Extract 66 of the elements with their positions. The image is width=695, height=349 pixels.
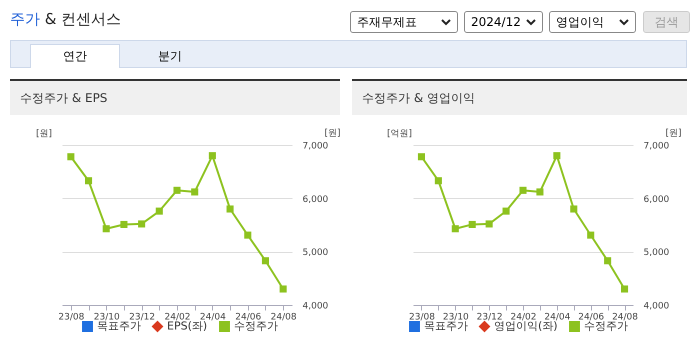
point [191, 188, 198, 196]
x-tick-label: 23/10 [94, 312, 120, 322]
x-tick-label: 24/08 [270, 312, 297, 322]
point [208, 152, 216, 160]
y2-tick-label: 5,000 [302, 248, 329, 258]
point [621, 285, 628, 293]
y2-tick-label: 5,000 [644, 248, 670, 258]
point [434, 177, 442, 184]
dropdown-select[interactable]: 주재무제표 [350, 11, 458, 33]
point [67, 153, 74, 160]
y2-tick-label: 4,000 [644, 302, 670, 312]
point [418, 153, 425, 160]
legend-label: 영업이익(좌) [494, 320, 558, 333]
y2-axis-title: [원] [665, 128, 682, 138]
point [553, 152, 560, 160]
x-tick-label: 23/08 [408, 312, 436, 322]
x-tick-label: 24/08 [612, 312, 638, 322]
y2-tick-label: 6,000 [644, 194, 670, 205]
point [173, 186, 181, 194]
y-axis-title: [원] [36, 128, 52, 140]
legend-label: 수정주가 [234, 320, 278, 333]
y2-tick-label: 6,000 [302, 194, 329, 205]
point [486, 220, 493, 228]
x-tick-label: 24/06 [578, 312, 604, 322]
point [519, 186, 527, 194]
y2-tick-label: 7,000 [302, 142, 329, 152]
legend-label: EPS(좌) [167, 320, 208, 333]
legend-label: 목표주가 [97, 320, 141, 333]
point [570, 205, 578, 213]
x-tick-label: 24/06 [235, 312, 262, 322]
point [120, 220, 128, 228]
x-tick-label: 23/12 [476, 312, 503, 322]
point [262, 257, 269, 264]
chart-title: 수정주가 & EPS [10, 81, 340, 115]
point [280, 285, 287, 293]
point [244, 232, 252, 239]
tab[interactable]: 분기 [125, 44, 215, 68]
y2-tick-label: 7,000 [644, 142, 670, 152]
x-tick-label: 24/04 [200, 312, 226, 322]
point [452, 225, 459, 232]
point [468, 220, 476, 228]
point [587, 232, 594, 239]
x-tick-label: 24/02 [510, 312, 536, 322]
y2-axis-title: [원] [324, 128, 340, 138]
point [85, 177, 92, 184]
y-axis-title: [억원] [387, 128, 412, 140]
text: 주가 & 컨센서스 [10, 10, 122, 29]
point [138, 220, 146, 228]
point [102, 225, 110, 232]
x-tick-label: 24/04 [544, 312, 571, 322]
point [156, 208, 163, 215]
dropdown-select[interactable]: 영업이익 [549, 11, 636, 33]
chart-title: 수정주가 & 영업이익 [352, 81, 687, 115]
point [226, 205, 234, 213]
point [502, 208, 510, 215]
x-tick-label: 23/10 [442, 312, 470, 322]
dropdown-select[interactable]: 2024/12 [464, 11, 543, 33]
legend-label: 목표주가 [424, 320, 468, 333]
y2-tick-label: 4,000 [302, 302, 329, 312]
point [536, 188, 544, 196]
point [604, 257, 612, 264]
tab[interactable]: 연간 [30, 44, 120, 68]
x-tick-label: 23/12 [129, 312, 156, 322]
x-tick-label: 23/08 [58, 312, 85, 322]
legend-label: 수정주가 [584, 320, 628, 333]
x-tick-label: 24/02 [164, 312, 190, 322]
